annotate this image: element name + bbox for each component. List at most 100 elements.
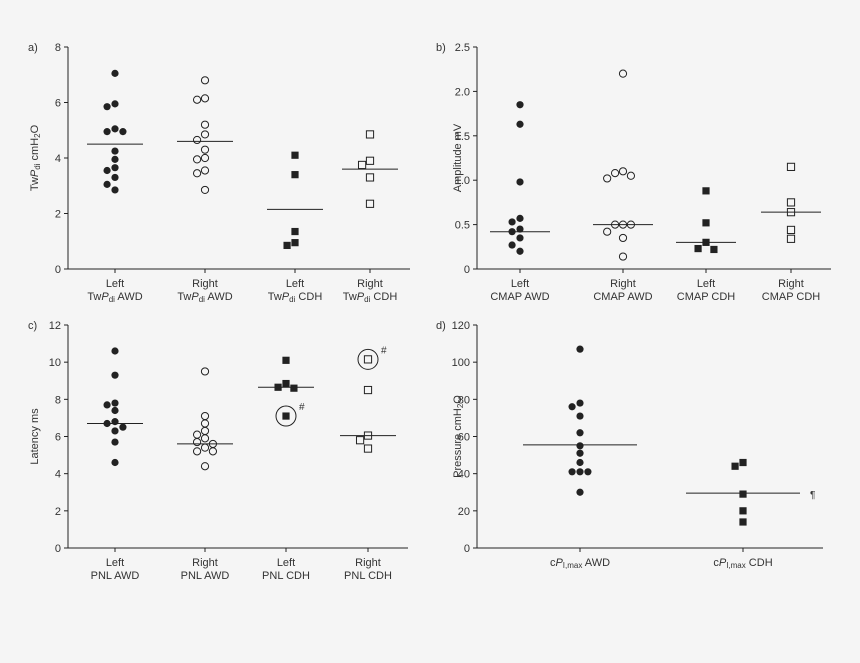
x-tick-label: Left [106, 278, 124, 290]
data-point [576, 488, 584, 496]
y-axis-title: Latency ms [29, 408, 41, 465]
x-tick-label: PNL CDH [344, 570, 392, 582]
data-point [192, 169, 202, 178]
data-point [200, 185, 210, 195]
data-point [584, 468, 592, 476]
data-point [103, 419, 111, 428]
x-tick-label: Right [610, 278, 636, 290]
data-point [363, 444, 373, 453]
y-tick-label: 4 [55, 153, 61, 165]
x-tick-label: Left [106, 557, 124, 569]
data-point [618, 233, 628, 243]
data-point [291, 227, 299, 236]
data-point [355, 436, 365, 445]
data-point [786, 234, 796, 243]
data-point [731, 462, 739, 470]
data-point [111, 458, 119, 467]
data-point [208, 447, 218, 456]
data-point [508, 228, 516, 236]
panel-label: c) [28, 320, 37, 332]
data-point [576, 449, 584, 457]
data-point [111, 155, 119, 163]
data-point [282, 356, 290, 364]
data-point [111, 406, 119, 415]
data-point [618, 167, 628, 176]
data-point [192, 155, 202, 164]
data-point [274, 383, 282, 391]
data-point [103, 180, 111, 188]
y-tick-label: 2.5 [455, 42, 470, 54]
y-tick-label: 2.0 [455, 86, 470, 98]
data-point [200, 145, 210, 154]
y-tick-label: 2 [55, 209, 61, 221]
data-point [568, 403, 576, 411]
x-tick-label: TwPdi AWD [177, 291, 232, 304]
data-point [200, 434, 210, 443]
data-point [200, 367, 210, 376]
data-point [786, 225, 796, 235]
x-tick-label: TwPdi CDH [343, 291, 398, 304]
data-point [786, 208, 796, 217]
y-tick-label: 20 [458, 506, 470, 518]
y-tick-label: 1.0 [455, 175, 470, 187]
data-point [103, 128, 111, 136]
y-tick-label: 6 [55, 98, 61, 110]
outlier-ring [357, 348, 379, 370]
y-tick-label: 120 [452, 320, 470, 332]
data-point [200, 411, 210, 421]
x-tick-label: TwPdi CDH [268, 291, 323, 304]
data-point [200, 153, 210, 163]
y-tick-label: 0 [55, 543, 61, 555]
data-point [200, 94, 210, 103]
x-tick-label: CMAP AWD [593, 291, 652, 303]
data-point [111, 418, 119, 426]
annotation-symbol: # [381, 345, 387, 356]
x-tick-label: Right [357, 278, 383, 290]
data-point [603, 227, 612, 236]
data-point [111, 69, 119, 77]
panel-label: b) [436, 42, 446, 54]
y-tick-label: 12 [49, 320, 61, 332]
panel-label: d) [436, 320, 446, 332]
data-point [610, 168, 620, 178]
y-tick-label: 80 [458, 394, 470, 406]
data-point [192, 430, 202, 439]
y-tick-label: 10 [49, 357, 61, 369]
data-point [103, 103, 111, 111]
data-point [576, 442, 584, 450]
data-point [111, 125, 119, 133]
data-point [291, 171, 299, 179]
data-point [516, 120, 524, 128]
data-point [702, 187, 710, 195]
data-point [576, 412, 584, 420]
data-point [576, 399, 584, 407]
data-point [103, 166, 111, 175]
data-point [702, 219, 710, 227]
data-point [576, 345, 584, 353]
data-point [626, 220, 636, 229]
x-tick-label: Right [192, 278, 218, 290]
annotation-symbol: # [299, 402, 305, 413]
data-point [200, 120, 210, 129]
y-tick-label: 0 [464, 264, 470, 276]
data-point [111, 100, 119, 108]
data-point [111, 371, 119, 379]
annotation-symbol: ¶ [810, 490, 815, 501]
data-point [111, 438, 119, 446]
data-point [357, 160, 367, 170]
data-point [200, 443, 210, 452]
data-point [200, 462, 210, 471]
x-tick-label: Right [355, 557, 381, 569]
data-point [111, 186, 119, 194]
data-point [363, 431, 373, 440]
data-point [119, 423, 127, 431]
x-tick-label: PNL AWD [181, 570, 230, 582]
data-point [119, 128, 127, 136]
y-tick-label: 0.5 [455, 220, 470, 232]
x-tick-label: cPI,max CDH [713, 557, 772, 570]
data-point [365, 173, 375, 182]
data-point [694, 244, 702, 253]
